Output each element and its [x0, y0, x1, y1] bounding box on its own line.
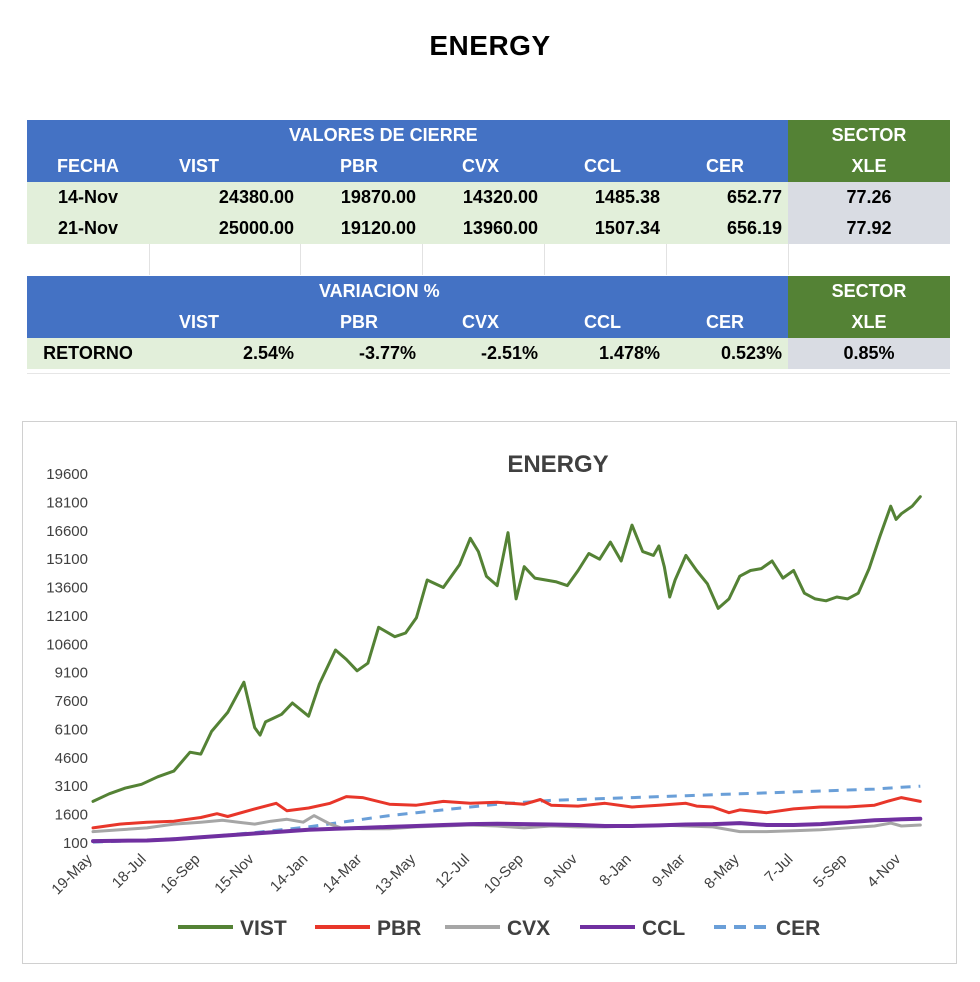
cell-pbr: 19120.00: [300, 213, 422, 244]
col-header-pbr: PBR: [300, 307, 422, 338]
col-header-ccl: CCL: [544, 307, 666, 338]
cell-cer: 652.77: [666, 182, 788, 213]
x-tick-label: 19-May: [48, 850, 96, 898]
cell-cer: 656.19: [666, 213, 788, 244]
y-tick-label: 6100: [55, 721, 88, 738]
chart-legend: VIST PBR CVX CCL CER: [178, 917, 820, 940]
x-tick-label: 13-May: [372, 850, 420, 898]
table-divider: [27, 373, 950, 374]
x-tick-label: 7-Jul: [761, 851, 796, 886]
y-tick-label: 12100: [46, 608, 88, 625]
series-line-cer: [92, 784, 921, 844]
legend-label-pbr: PBR: [377, 917, 421, 940]
cell-vist: 25000.00: [149, 213, 300, 244]
x-tick-label: 8-May: [701, 850, 743, 892]
cell-pbr: 19870.00: [300, 182, 422, 213]
x-tick-label: 9-Mar: [649, 851, 689, 891]
y-tick-label: 10600: [46, 636, 88, 653]
cell-ccl: 1507.34: [544, 213, 666, 244]
cell-cvx: 14320.00: [422, 182, 544, 213]
col-header-cer: CER: [666, 307, 788, 338]
y-tick-label: 18100: [46, 494, 88, 511]
cell-cvx: 13960.00: [422, 213, 544, 244]
col-header-cer: CER: [666, 151, 788, 182]
x-tick-label: 12-Jul: [432, 851, 473, 892]
spacer-row: [27, 244, 950, 275]
col-header-ccl: CCL: [544, 151, 666, 182]
header-fecha-spacer: [27, 120, 149, 151]
chart-svg: 19600 18100 16600 15100 13600 12100 10600 9100 7…: [46, 451, 923, 940]
col-header-vist: VIST: [149, 151, 300, 182]
col-header-pbr: PBR: [300, 151, 422, 182]
col-header-vist: VIST: [149, 307, 300, 338]
y-tick-label: 19600: [46, 466, 88, 483]
col-header-cvx: CVX: [422, 307, 544, 338]
x-tick-label: 4-Nov: [864, 850, 905, 891]
x-tick-label: 10-Sep: [481, 851, 527, 897]
cell-xle: 77.26: [788, 182, 950, 213]
x-tick-label: 9-Nov: [541, 850, 582, 891]
y-tick-label: 13600: [46, 580, 88, 597]
table-row: 14-Nov 24380.00 19870.00 14320.00 1485.3…: [27, 182, 950, 213]
x-tick-label: 16-Sep: [157, 851, 203, 897]
col-header-fecha: FECHA: [27, 151, 149, 182]
cell-pbr: -3.77%: [300, 338, 422, 369]
x-tick-label: 14-Jan: [267, 851, 311, 895]
cell-xle: 0.85%: [788, 338, 950, 369]
y-tick-label: 100: [63, 835, 88, 852]
chart-series: [91, 495, 923, 844]
variation-header: VARIACION %: [149, 276, 788, 307]
x-tick-label: 14-Mar: [320, 851, 366, 897]
col-header-xle: XLE: [788, 151, 950, 182]
page-title: ENERGY: [429, 30, 551, 61]
sector-header: SECTOR: [788, 120, 950, 151]
x-tick-label: 8-Jan: [596, 851, 635, 890]
x-axis: 19-May 18-Jul 16-Sep 15-Nov 14-Jan 14-Mar 13-M…: [48, 850, 904, 898]
series-line-vist: [91, 495, 922, 803]
cell-ccl: 1.478%: [544, 338, 666, 369]
cell-fecha: 14-Nov: [27, 182, 149, 213]
cell-xle: 77.92: [788, 213, 950, 244]
sector-header: SECTOR: [788, 276, 950, 307]
x-tick-label: 18-Jul: [109, 851, 150, 892]
y-tick-label: 7600: [55, 693, 88, 710]
y-tick-label: 15100: [46, 551, 88, 568]
x-tick-label: 15-Nov: [211, 850, 258, 897]
y-tick-label: 16600: [46, 523, 88, 540]
legend-label-cer: CER: [776, 917, 820, 940]
chart-title: ENERGY: [507, 451, 608, 478]
series-line-pbr: [91, 795, 922, 830]
energy-chart: 19600 18100 16600 15100 13600 12100 10600 9100 7…: [22, 421, 957, 964]
cell-vist: 24380.00: [149, 182, 300, 213]
cell-ccl: 1485.38: [544, 182, 666, 213]
series-line-ccl: [91, 816, 923, 844]
variation-table: VARIACION % SECTOR VIST PBR CVX CCL CER …: [27, 276, 950, 369]
table-row: RETORNO 2.54% -3.77% -2.51% 1.478% 0.523…: [27, 338, 950, 369]
cell-cvx: -2.51%: [422, 338, 544, 369]
cell-retorno-label: RETORNO: [27, 338, 149, 369]
col-header-cvx: CVX: [422, 151, 544, 182]
cell-fecha: 21-Nov: [27, 213, 149, 244]
y-axis: 19600 18100 16600 15100 13600 12100 10600 9100 7…: [46, 466, 88, 852]
closing-values-header: VALORES DE CIERRE: [149, 120, 788, 151]
y-tick-label: 4600: [55, 750, 88, 767]
col-header-blank: [27, 307, 149, 338]
table-row: 21-Nov 25000.00 19120.00 13960.00 1507.3…: [27, 213, 950, 244]
legend-label-cvx: CVX: [507, 917, 550, 940]
y-tick-label: 3100: [55, 778, 88, 795]
col-header-xle: XLE: [788, 307, 950, 338]
x-tick-label: 5-Sep: [810, 851, 850, 891]
closing-values-table: VALORES DE CIERRE SECTOR FECHA VIST PBR …: [27, 120, 950, 275]
y-tick-label: 1600: [55, 807, 88, 824]
y-tick-label: 9100: [55, 665, 88, 682]
header-label-spacer: [27, 276, 149, 307]
legend-label-vist: VIST: [240, 917, 287, 940]
cell-vist: 2.54%: [149, 338, 300, 369]
cell-cer: 0.523%: [666, 338, 788, 369]
legend-label-ccl: CCL: [642, 917, 685, 940]
